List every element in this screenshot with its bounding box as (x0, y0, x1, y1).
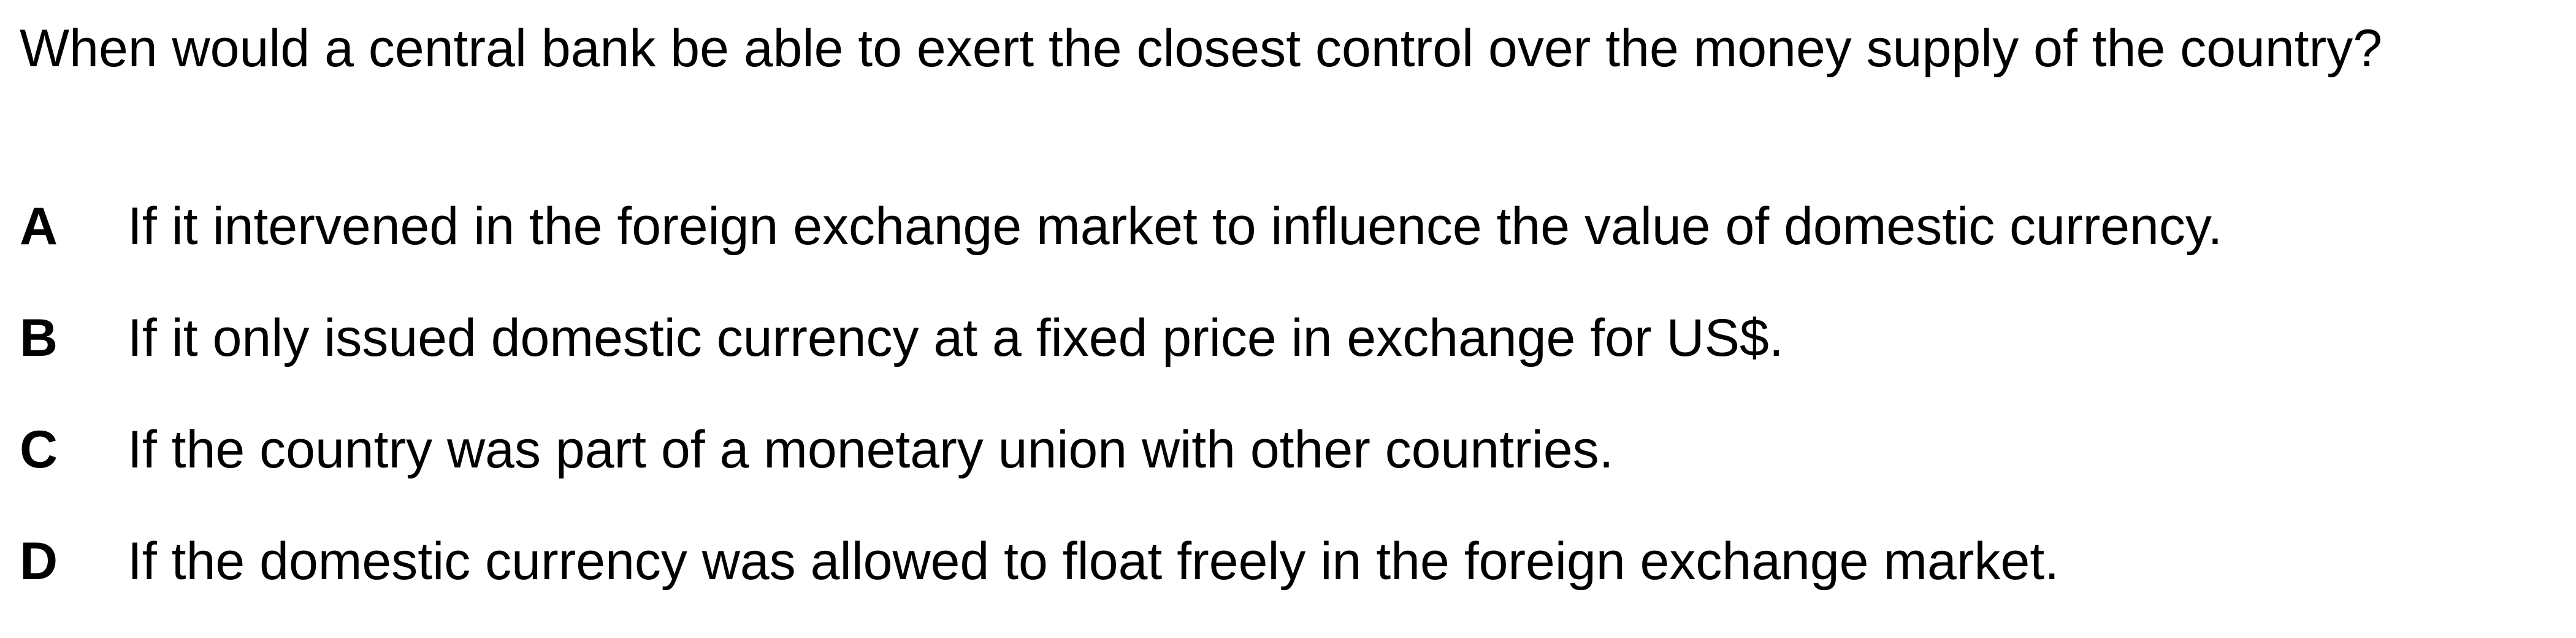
question-text: When would a central bank be able to exe… (20, 19, 2383, 78)
option-text: If it intervened in the foreign exchange… (128, 197, 2223, 256)
option-letter: C (20, 420, 58, 479)
option-letter: B (20, 309, 58, 367)
option-text: If it only issued domestic currency at a… (128, 309, 1784, 367)
option-d[interactable]: D If the domestic currency was allowed t… (20, 526, 2534, 638)
option-c[interactable]: C If the country was part of a monetary … (20, 415, 2534, 526)
option-letter: D (20, 532, 58, 591)
option-text: If the domestic currency was allowed to … (128, 532, 2060, 591)
option-letter: A (20, 197, 58, 256)
option-a[interactable]: A If it intervened in the foreign exchan… (20, 191, 2534, 303)
option-b[interactable]: B If it only issued domestic currency at… (20, 303, 2534, 415)
option-text: If the country was part of a monetary un… (128, 420, 1614, 479)
answer-options: A If it intervened in the foreign exchan… (20, 191, 2534, 638)
